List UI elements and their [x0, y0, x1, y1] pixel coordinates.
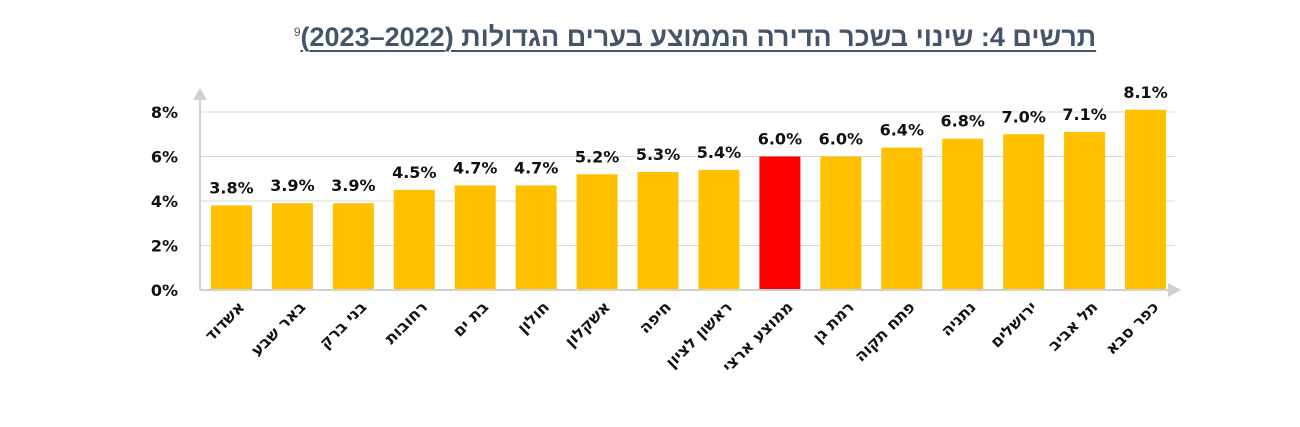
data-label: 5.4%	[697, 143, 741, 162]
bar	[637, 172, 679, 290]
chart-title: תרשים 4: שינוי בשכר הדירה הממוצע בערים ה…	[0, 22, 1300, 53]
bar	[820, 156, 862, 290]
data-label: 3.8%	[209, 178, 253, 197]
y-tick-label: 8%	[151, 103, 178, 122]
data-label: 5.3%	[636, 145, 680, 164]
data-label: 7.1%	[1062, 105, 1106, 124]
bar	[454, 185, 496, 290]
bar	[332, 203, 374, 290]
chart-title-text: תרשים 4: שינוי בשכר הדירה הממוצע בערים ה…	[300, 22, 1097, 52]
data-label: 6.0%	[819, 130, 863, 149]
bar	[515, 185, 557, 290]
y-tick-label: 2%	[151, 237, 178, 256]
category-label: אשדוד	[201, 297, 248, 344]
category-label: תל אביב	[1044, 297, 1101, 354]
category-label: חולון	[513, 297, 553, 337]
y-axis-arrow-icon	[193, 88, 207, 100]
data-label: 6.0%	[758, 130, 802, 149]
data-label: 6.8%	[941, 112, 985, 131]
category-label: נתניה	[937, 297, 980, 340]
y-tick-label: 0%	[151, 281, 178, 300]
category-label: רמת גן	[809, 297, 858, 346]
bar	[1064, 132, 1106, 290]
data-label: 4.7%	[514, 158, 558, 177]
bar	[942, 138, 984, 290]
x-axis-arrow-icon	[1168, 283, 1181, 297]
data-label: 3.9%	[331, 176, 375, 195]
bar	[271, 203, 313, 290]
data-label: 3.9%	[270, 176, 314, 195]
y-tick-label: 6%	[151, 148, 178, 167]
data-label: 8.1%	[1123, 83, 1167, 102]
category-label: באר שבע	[247, 297, 310, 360]
data-label: 4.5%	[392, 163, 436, 182]
data-label: 6.4%	[880, 121, 924, 140]
bar	[393, 189, 435, 290]
y-tick-label: 4%	[151, 192, 178, 211]
bar	[1003, 134, 1045, 290]
category-label: חיפה	[635, 297, 675, 337]
category-label: פתח תקוה	[851, 297, 919, 365]
category-label: ירושלים	[986, 297, 1040, 351]
footnote-marker: 9	[293, 25, 301, 39]
category-label: כפר סבא	[1101, 297, 1162, 358]
bar	[576, 174, 618, 290]
bar	[759, 156, 801, 290]
bar	[210, 205, 252, 290]
category-label: אשקלון	[561, 297, 614, 350]
data-label: 7.0%	[1001, 107, 1045, 126]
category-label: בני ברק	[315, 297, 370, 352]
category-label: בת ים	[449, 297, 492, 340]
data-label: 4.7%	[453, 158, 497, 177]
bar	[698, 169, 740, 290]
data-label: 5.2%	[575, 147, 619, 166]
category-label: רחובות	[381, 297, 431, 347]
bar	[881, 147, 923, 290]
bar	[1125, 109, 1167, 291]
